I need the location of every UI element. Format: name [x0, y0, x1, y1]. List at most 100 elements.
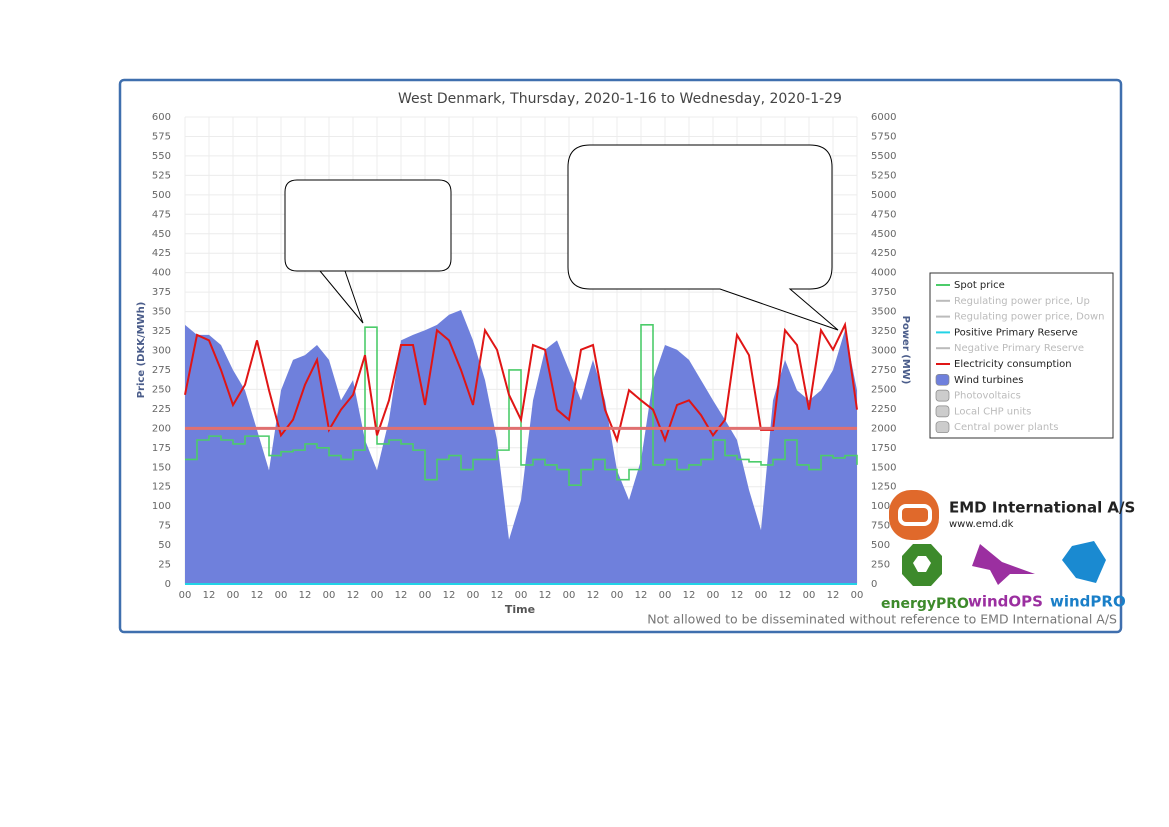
legend-symbol — [935, 389, 950, 402]
x-tick-label: 00 — [563, 590, 576, 601]
legend-label: Spot price — [954, 280, 1005, 291]
x-tick-label: 00 — [227, 590, 240, 601]
x-tick-label: 00 — [755, 590, 768, 601]
windops-logo — [972, 544, 1035, 585]
area-series — [185, 310, 857, 584]
x-tick-label: 00 — [467, 590, 480, 601]
x-tick-label: 12 — [539, 590, 552, 601]
y-tick-label: 250 — [152, 384, 171, 395]
x-tick-label: 00 — [275, 590, 288, 601]
y-tick-label: 200 — [152, 423, 171, 434]
legend-label: Photovoltaics — [954, 391, 1021, 402]
legend-label: Local CHP units — [954, 406, 1031, 417]
x-tick-label: 00 — [419, 590, 432, 601]
y2-tick-label: 5500 — [871, 151, 896, 162]
emd-logo — [889, 490, 939, 540]
line-series — [185, 324, 858, 486]
y2-tick-label: 4000 — [871, 268, 896, 279]
y-tick-label: 550 — [152, 151, 171, 162]
company-url: www.emd.dk — [949, 519, 1014, 530]
y-axis-label: Price (DKK/MWh) — [136, 302, 147, 399]
y2-tick-label: 3250 — [871, 326, 896, 337]
product-name: windOPS — [968, 593, 1043, 611]
y-tick-label: 600 — [152, 112, 171, 123]
x-tick-label: 00 — [611, 590, 624, 601]
legend-label: Regulating power price, Up — [954, 296, 1090, 307]
product-name: energyPRO — [881, 596, 969, 612]
y2-axis-label: Power (MW) — [900, 316, 911, 385]
x-tick-label: 12 — [395, 590, 408, 601]
x-tick-label: 12 — [251, 590, 264, 601]
x-tick-label: 12 — [635, 590, 648, 601]
y-tick-label: 350 — [152, 307, 171, 318]
y2-tick-label: 1500 — [871, 462, 896, 473]
y-tick-label: 175 — [152, 443, 171, 454]
x-tick-label: 12 — [779, 590, 792, 601]
x-tick-label: 12 — [443, 590, 456, 601]
x-tick-label: 00 — [851, 590, 864, 601]
x-tick-label: 00 — [371, 590, 384, 601]
x-tick-label: 12 — [203, 590, 216, 601]
product-name: windPRO — [1050, 593, 1126, 611]
y-tick-label: 425 — [152, 248, 171, 259]
x-tick-label: 12 — [299, 590, 312, 601]
y-tick-label: 400 — [152, 268, 171, 279]
y-tick-label: 450 — [152, 229, 171, 240]
legend-label: Regulating power price, Down — [954, 312, 1104, 323]
energypro-logo-mark — [913, 556, 931, 572]
y-tick-label: 575 — [152, 131, 171, 142]
y-tick-label: 0 — [165, 579, 171, 590]
y2-tick-label: 2000 — [871, 423, 896, 434]
y2-tick-label: 3000 — [871, 346, 896, 357]
y2-tick-label: 1000 — [871, 501, 896, 512]
y2-tick-label: 4750 — [871, 209, 896, 220]
x-tick-label: 12 — [827, 590, 840, 601]
y-tick-label: 325 — [152, 326, 171, 337]
y-tick-label: 475 — [152, 209, 171, 220]
x-tick-label: 12 — [683, 590, 696, 601]
legend: Spot price Regulating power price, Up Regu… — [935, 280, 1104, 434]
y2-tick-label: 250 — [871, 560, 890, 571]
y2-tick-label: 2250 — [871, 404, 896, 415]
y2-tick-label: 4500 — [871, 229, 896, 240]
speech-bubble — [284, 179, 452, 324]
chart-title: West Denmark, Thursday, 2020-1-16 to Wed… — [398, 91, 842, 107]
y2-tick-label: 3750 — [871, 287, 896, 298]
y-tick-label: 50 — [158, 540, 171, 551]
y-tick-label: 225 — [152, 404, 171, 415]
y2-tick-label: 500 — [871, 540, 890, 551]
x-tick-label: 00 — [659, 590, 672, 601]
windpro-logo — [1062, 541, 1106, 583]
y-tick-label: 500 — [152, 190, 171, 201]
legend-label: Negative Primary Reserve — [954, 343, 1084, 354]
legend-label: Positive Primary Reserve — [954, 327, 1078, 338]
y-tick-label: 275 — [152, 365, 171, 376]
y-tick-label: 150 — [152, 462, 171, 473]
y-tick-label: 100 — [152, 501, 171, 512]
y-tick-label: 300 — [152, 346, 171, 357]
y2-tick-label: 6000 — [871, 112, 896, 123]
x-tick-label: 00 — [707, 590, 720, 601]
y-tick-label: 25 — [158, 560, 171, 571]
footer-note: Not allowed to be disseminated without r… — [647, 612, 1117, 627]
y2-tick-label: 4250 — [871, 248, 896, 259]
x-tick-label: 12 — [491, 590, 504, 601]
y2-tick-label: 1750 — [871, 443, 896, 454]
y2-tick-label: 5000 — [871, 190, 896, 201]
x-tick-label: 00 — [515, 590, 528, 601]
y2-tick-label: 2500 — [871, 384, 896, 395]
legend-symbol — [935, 421, 950, 434]
y2-tick-label: 0 — [871, 579, 877, 590]
y2-tick-label: 2750 — [871, 365, 896, 376]
line-series — [184, 321, 858, 444]
y-tick-label: 375 — [152, 287, 171, 298]
y2-tick-label: 5750 — [871, 131, 896, 142]
speech-bubble — [567, 144, 839, 331]
y2-tick-label: 750 — [871, 521, 890, 532]
legend-label: Electricity consumption — [954, 359, 1072, 370]
y-tick-label: 75 — [158, 521, 171, 532]
x-tick-label: 00 — [179, 590, 192, 601]
y2-tick-label: 3500 — [871, 307, 896, 318]
x-tick-label: 00 — [323, 590, 336, 601]
